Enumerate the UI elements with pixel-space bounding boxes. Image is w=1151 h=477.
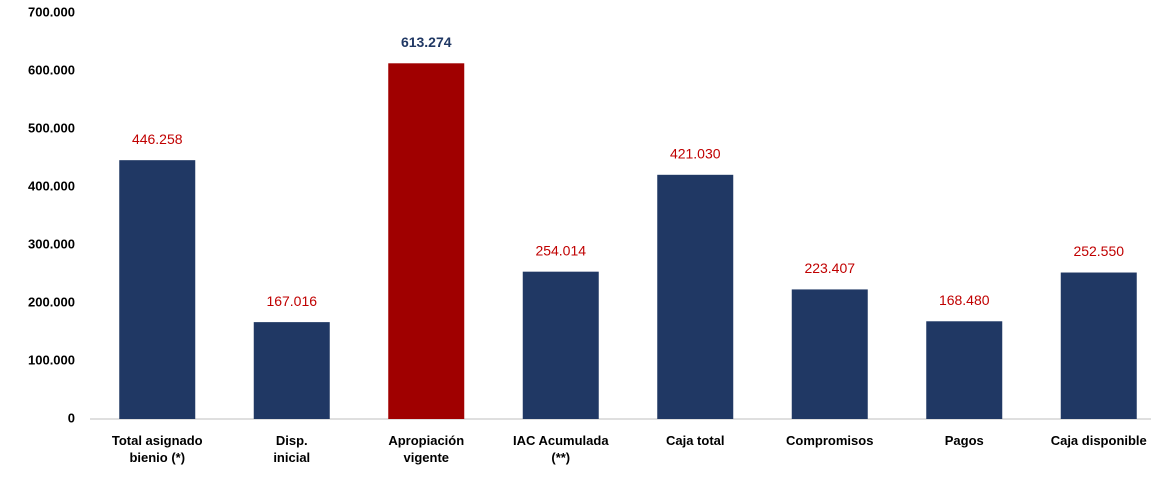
bar (926, 321, 1003, 419)
bar (522, 271, 599, 419)
bar (253, 322, 330, 419)
y-tick-label: 700.000 (28, 4, 75, 19)
y-tick-label: 100.000 (28, 352, 75, 367)
x-tick-label: Apropiación vigente (388, 433, 465, 465)
x-tick-label: Total asignado bienio (*) (111, 433, 203, 465)
bar (119, 160, 196, 420)
bar (1060, 272, 1137, 419)
value-label: 446.258 (132, 131, 183, 147)
y-tick-label: 300.000 (28, 236, 75, 251)
y-tick-label: 200.000 (28, 294, 75, 309)
x-tick-label: Pagos (944, 433, 984, 448)
x-tick-label: Caja disponible (1050, 433, 1147, 448)
bar (791, 289, 868, 419)
bar (657, 174, 734, 419)
x-tick-label: IAC Acumulada (**) (512, 433, 609, 465)
y-tick-label: 400.000 (28, 178, 75, 193)
x-tick-label: Caja total (665, 433, 725, 448)
y-tick-label: 600.000 (28, 62, 75, 77)
value-label: 421.030 (670, 146, 721, 162)
value-label: 223.407 (804, 260, 855, 276)
x-tick-label: Disp. inicial (273, 433, 311, 465)
y-tick-label: 500.000 (28, 120, 75, 135)
value-label: 252.550 (1073, 243, 1124, 259)
value-label: 167.016 (266, 293, 317, 309)
value-label: 168.480 (939, 292, 990, 308)
x-tick-label: Compromisos (786, 433, 874, 448)
bar (388, 63, 465, 419)
value-label: 613.274 (401, 34, 452, 50)
value-label: 254.014 (535, 242, 586, 258)
y-tick-label: 0 (68, 410, 75, 425)
